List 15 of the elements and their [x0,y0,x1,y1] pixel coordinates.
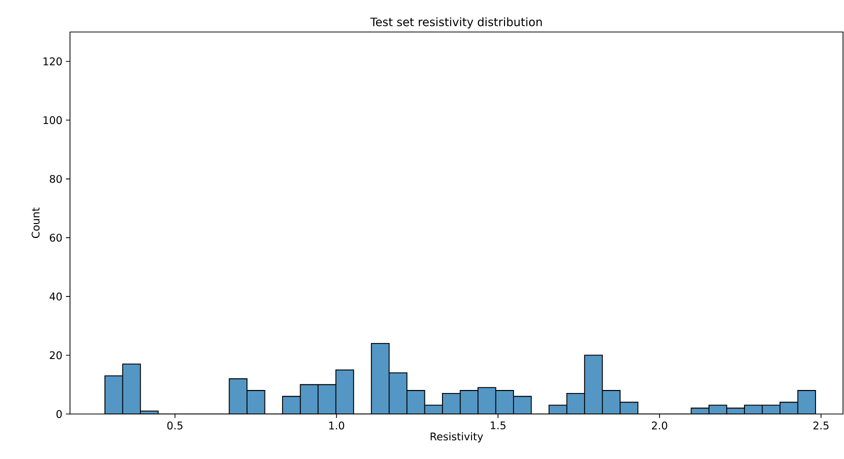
y-tick-label: 120 [44,57,62,66]
y-tick-label: 80 [50,174,62,183]
y-tick-label: 60 [50,234,62,242]
x-tick-label: 2.0 [652,422,668,430]
x-tick-label: 1.0 [329,422,344,430]
x-tick-label: 1.5 [490,422,506,430]
x-tick-label: 2.5 [813,422,828,430]
y-tick-label: 100 [44,116,62,124]
x-axis-title: Resistivity [430,432,484,442]
x-tick-label: 0.5 [167,422,182,430]
y-tick-label: 40 [50,292,62,300]
y-tick-label: 20 [50,351,62,360]
chart-title: Test set resistivity distribution [370,17,542,28]
y-tick-label: 0 [56,410,62,418]
y-axis-title: Count [32,208,40,238]
